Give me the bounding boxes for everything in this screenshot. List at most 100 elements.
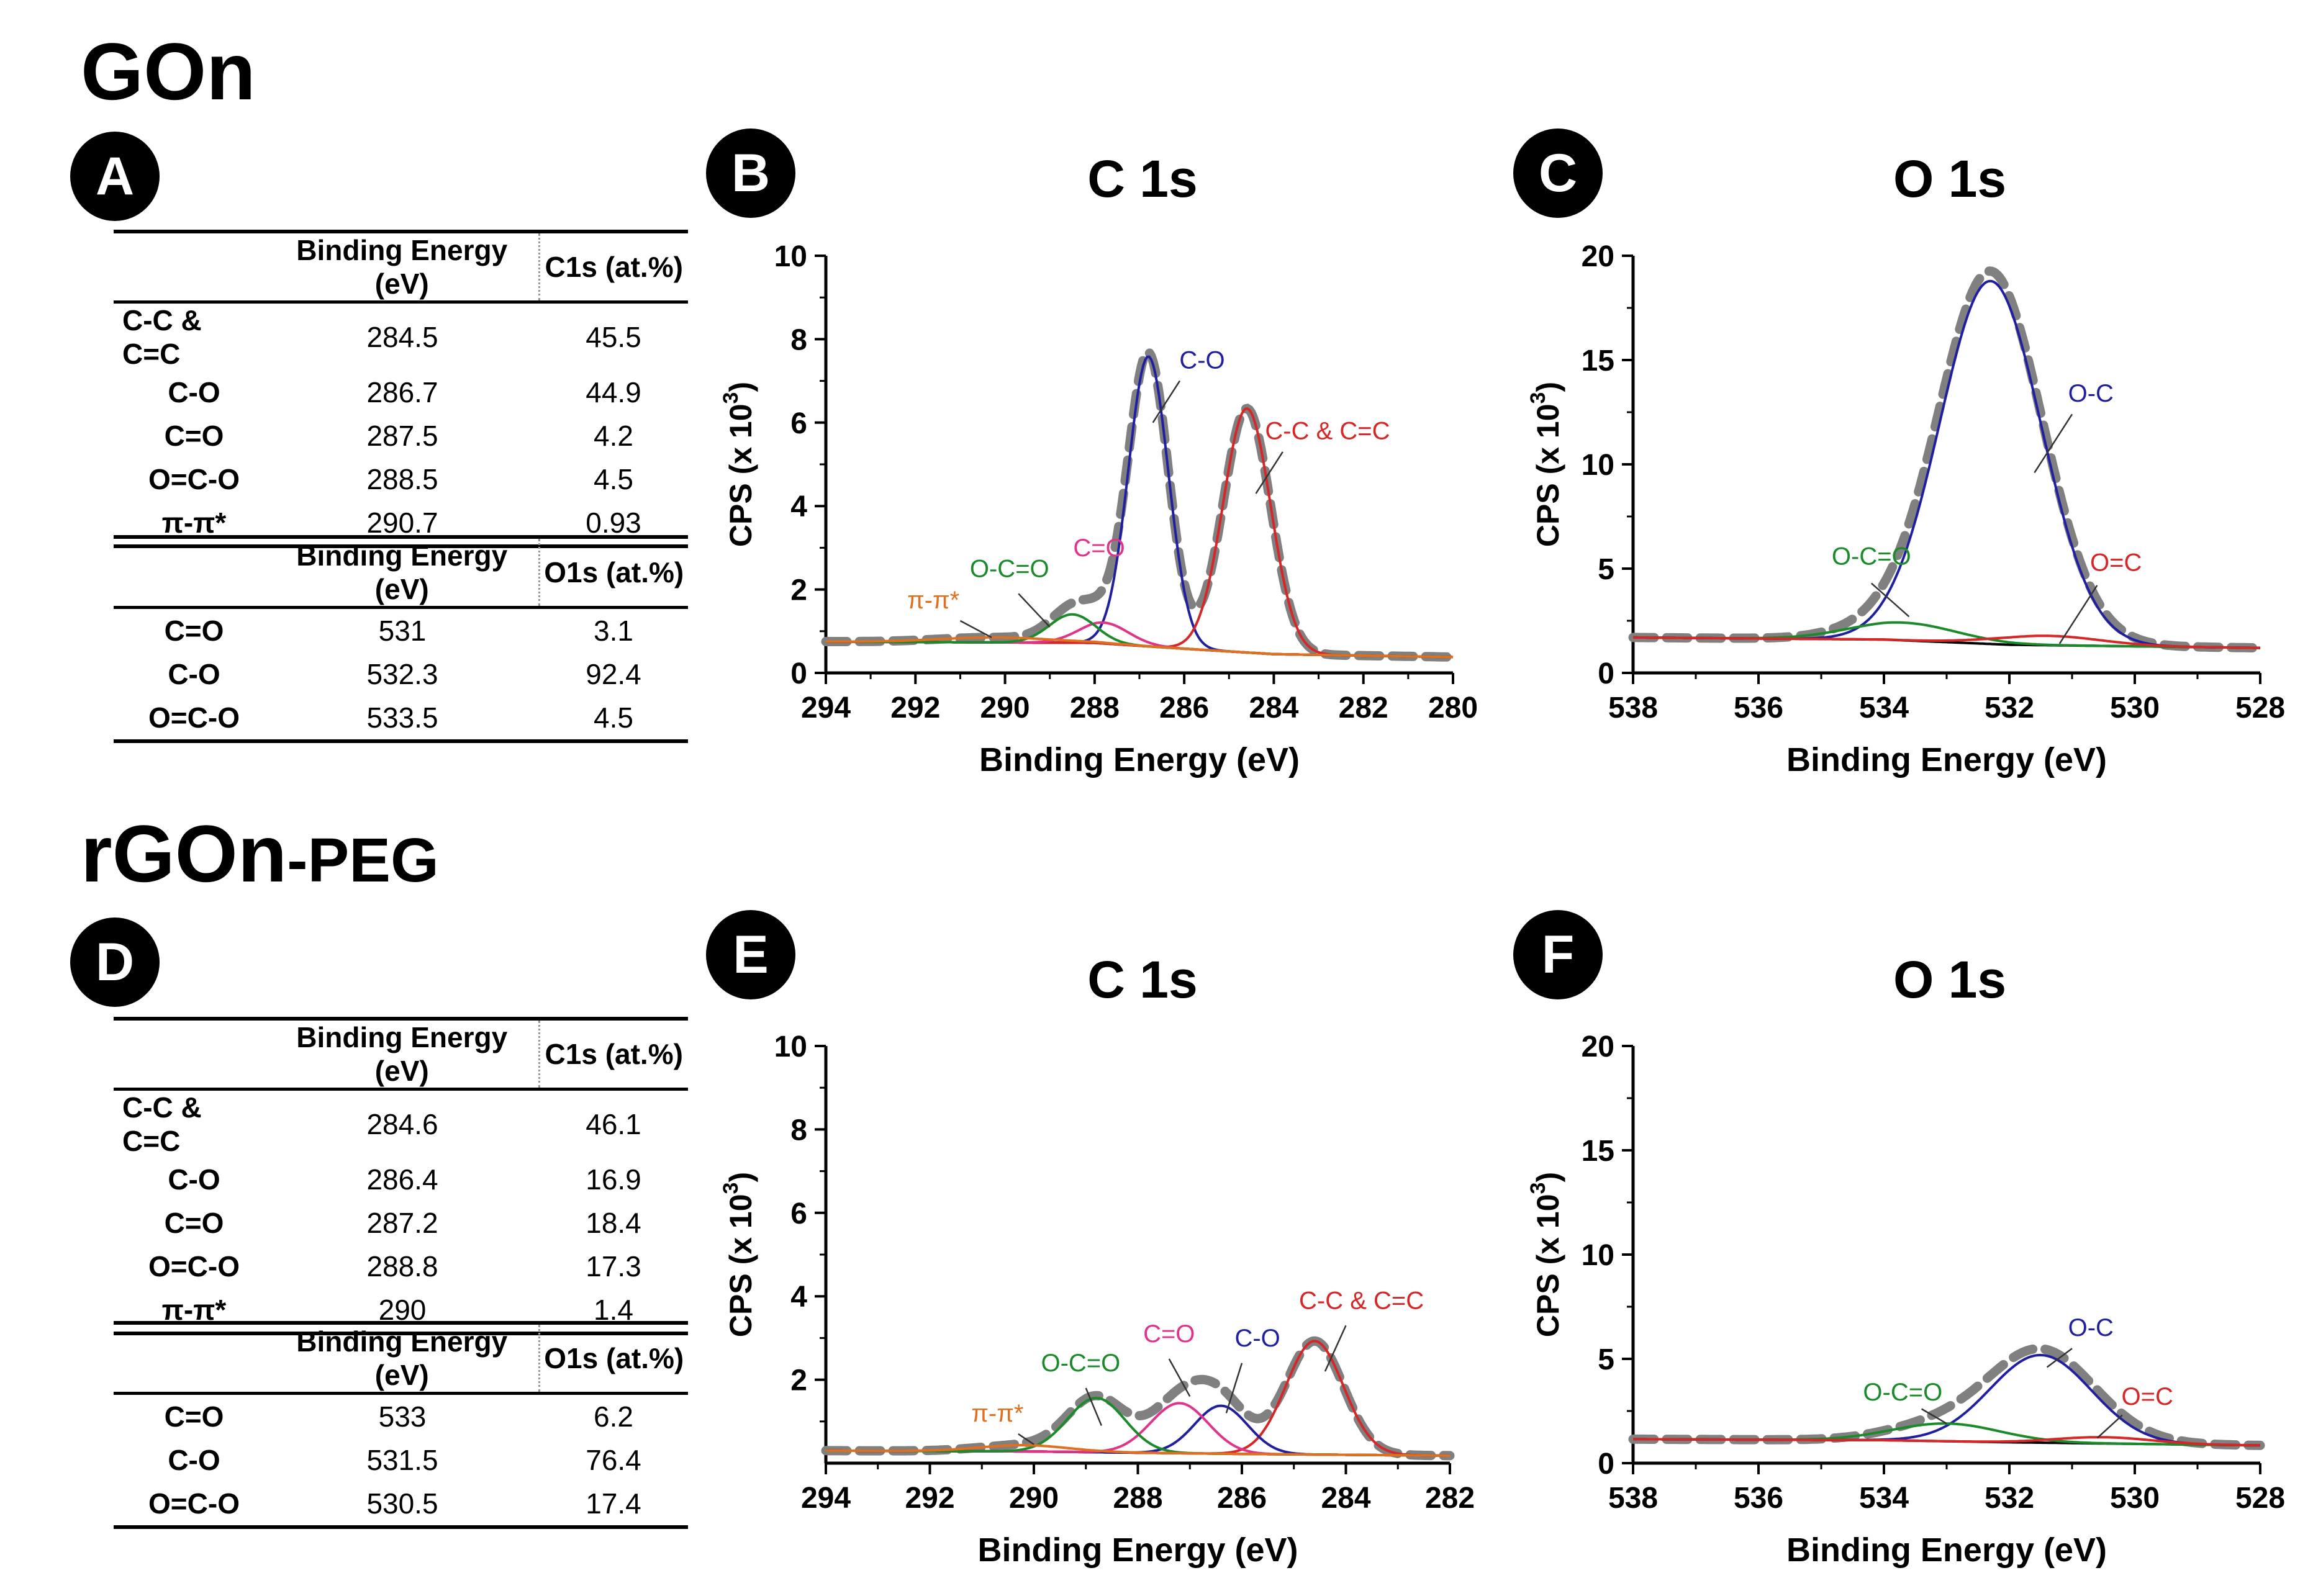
peak-label: O-C=O	[1832, 543, 1911, 570]
y-tick-label: 0	[1598, 1448, 1614, 1481]
row-label: O=C-O	[114, 1482, 266, 1529]
row-label: C-O	[168, 658, 220, 690]
x-tick-label: 538	[1608, 1482, 1658, 1515]
peak-curve-pi	[826, 636, 1454, 659]
x-tick-label: 290	[1009, 1482, 1059, 1515]
row-at-pct: 6.2	[594, 1400, 633, 1433]
y-tick-label: 4	[790, 1281, 807, 1314]
y-tick-label: 15	[1582, 1135, 1614, 1168]
table-row: O=C-O 288.8 17.3	[114, 1245, 688, 1288]
x-tick-label: 532	[1985, 692, 2034, 724]
x-tick-label: 528	[2235, 1482, 2285, 1515]
row-at-pct: 46.1	[586, 1108, 641, 1140]
peak-label-leader	[1225, 1363, 1243, 1413]
x-tick-label: 280	[1428, 692, 1478, 724]
row-binding-energy: 288.8	[366, 1250, 438, 1283]
table-row: C=O 287.2 18.4	[114, 1201, 688, 1245]
header-at-pct: C1s (at.%)	[539, 230, 688, 304]
row-at-pct: 4.2	[594, 420, 633, 452]
section-title-gon: GOn	[81, 26, 256, 117]
row-at-pct: 16.9	[586, 1163, 641, 1196]
y-tick-label: 10	[774, 240, 807, 273]
peak-curve-o-c	[1633, 634, 2261, 649]
table-row: C=O 533 6.2	[114, 1394, 688, 1439]
row-binding-energy: 531	[378, 615, 427, 647]
y-tick-label: 2	[790, 1364, 807, 1397]
panel-badge-a: A	[70, 132, 160, 221]
table-row: C-O 532.3 92.4	[114, 652, 688, 696]
peak-label: π-π*	[971, 1400, 1023, 1427]
y-tick-label: 10	[1582, 1239, 1614, 1272]
row-at-pct: 92.4	[586, 658, 641, 690]
y-tick-label: 10	[1582, 449, 1614, 482]
table-row: O=C-O 533.5 4.5	[114, 696, 688, 743]
panel-badge-e: E	[706, 910, 795, 999]
header-at-pct: C1s (at.%)	[539, 1017, 688, 1091]
y-tick-label: 6	[790, 1197, 807, 1230]
peak-label-leader	[2046, 1348, 2073, 1368]
x-axis-label: Binding Energy (eV)	[1786, 1531, 2107, 1569]
peak-label-leader	[1152, 380, 1180, 423]
peak-label-leader	[1168, 1358, 1191, 1397]
x-tick-label: 290	[980, 692, 1030, 724]
x-tick-label: 286	[1159, 692, 1209, 724]
table-row: O=C-O 288.5 4.5	[114, 458, 688, 501]
peak-label: C-O	[1234, 1325, 1280, 1352]
peak-label-leader	[959, 620, 992, 638]
peak-label: O-C=O	[1041, 1350, 1120, 1377]
peak-label: O=C	[2122, 1383, 2173, 1410]
x-tick-label: 292	[890, 692, 940, 724]
row-at-pct: 4.5	[539, 696, 688, 743]
peak-label-leader	[2034, 413, 2073, 474]
x-tick-label: 538	[1608, 692, 1658, 724]
x-tick-label: 534	[1859, 692, 1909, 724]
y-tick-label: 15	[1582, 345, 1614, 377]
row-at-pct: 3.1	[594, 615, 633, 647]
y-tick-label: 5	[1598, 553, 1614, 586]
row-label: C-O	[168, 376, 220, 408]
row-label: O=C-O	[148, 1250, 240, 1283]
x-tick-label: 532	[1985, 1482, 2034, 1515]
row-binding-energy: 286.7	[366, 376, 438, 408]
table-row: C-O 286.7 44.9	[114, 371, 688, 414]
row-label: C-C & C=C	[122, 1091, 202, 1157]
x-tick-label: 288	[1070, 692, 1120, 724]
peak-label: π-π*	[907, 587, 959, 614]
row-binding-energy: 530.5	[266, 1482, 539, 1529]
peak-label: O-C=O	[970, 555, 1049, 582]
row-at-pct: 76.4	[586, 1444, 641, 1476]
y-tick-label: 20	[1582, 1030, 1614, 1063]
y-tick-label: 0	[790, 657, 807, 690]
table-a-o1s: Binding Energy (eV) O1s (at.%) C=O 531 3.1…	[114, 535, 688, 743]
row-binding-energy: 287.2	[366, 1207, 438, 1239]
x-tick-label: 536	[1734, 692, 1783, 724]
header-at-pct: O1s (at.%)	[539, 535, 688, 609]
row-binding-energy: 533	[378, 1400, 427, 1433]
peak-label: C=O	[1073, 534, 1125, 562]
x-tick-label: 530	[2110, 1482, 2160, 1515]
x-tick-label: 530	[2110, 692, 2160, 724]
row-at-pct: 4.5	[594, 463, 633, 495]
panel-badge-c: C	[1513, 128, 1603, 218]
y-tick-label: 0	[1598, 657, 1614, 690]
row-at-pct: 17.4	[539, 1482, 688, 1529]
y-axis-label: CPS (x 103)	[719, 382, 758, 547]
table-row: O=C-O 530.5 17.4	[114, 1482, 688, 1529]
x-tick-label: 284	[1249, 692, 1298, 724]
row-binding-energy: 533.5	[266, 696, 539, 743]
row-label: C=O	[164, 1207, 224, 1239]
peak-label: C-O	[1179, 346, 1224, 374]
header-binding-energy: Binding Energy (eV)	[266, 535, 540, 609]
x-axis-label: Binding Energy (eV)	[977, 1531, 1298, 1569]
peak-label: C-C & C=C	[1299, 1287, 1424, 1314]
plot-title-c: O 1s	[1893, 150, 2007, 208]
x-tick-label: 288	[1113, 1482, 1162, 1515]
row-label: C-O	[168, 1444, 220, 1476]
row-at-pct: 18.4	[586, 1207, 641, 1239]
row-binding-energy: 531.5	[366, 1444, 438, 1476]
row-binding-energy: 532.3	[366, 658, 438, 690]
peak-label: C=O	[1143, 1320, 1195, 1348]
row-binding-energy: 286.4	[366, 1163, 438, 1196]
y-tick-label: 8	[790, 1114, 807, 1147]
